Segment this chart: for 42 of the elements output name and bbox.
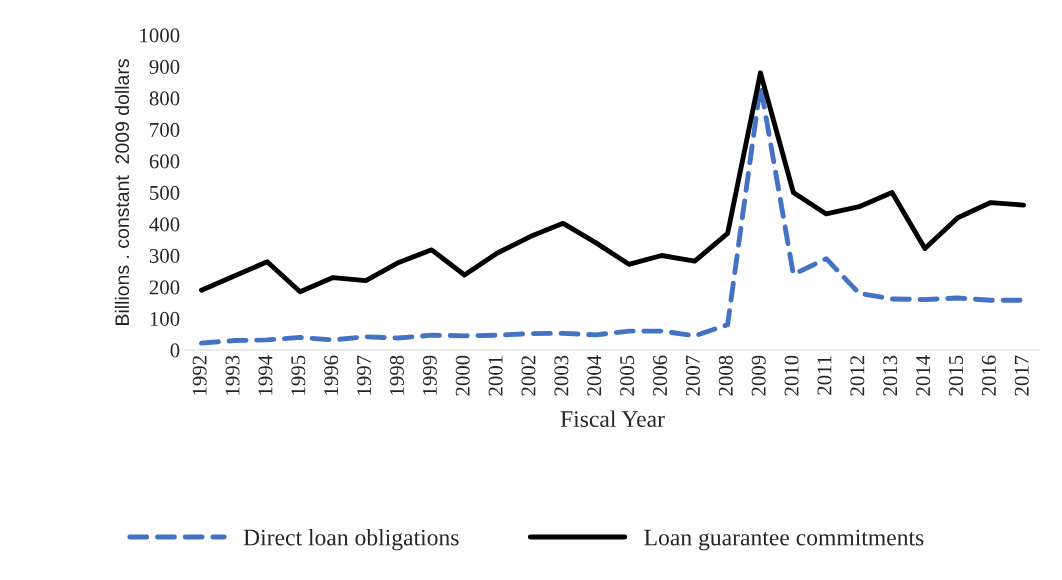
y-tick-label: 900 xyxy=(149,59,180,74)
x-tick-label: 1993 xyxy=(225,355,240,395)
x-tick-label: 2011 xyxy=(817,356,832,395)
x-tick-label: 2004 xyxy=(587,355,602,396)
x-tick-label: 2016 xyxy=(981,355,996,396)
x-tick-label: 1996 xyxy=(324,355,339,395)
x-tick-label: 1997 xyxy=(357,355,372,395)
x-tick-label: 2015 xyxy=(948,355,963,396)
x-tick-label: 2010 xyxy=(784,355,799,396)
x-tick-label: 1994 xyxy=(258,355,273,395)
x-tick-label: 2002 xyxy=(521,356,536,396)
y-tick-label: 500 xyxy=(150,185,180,200)
legend-label: Loan guarantee commitments xyxy=(644,529,924,551)
y-tick-label: 0 xyxy=(170,343,180,358)
y-tick-label: 600 xyxy=(149,154,180,169)
x-tick-label: 2014 xyxy=(916,355,931,396)
y-tick-label: 300 xyxy=(149,248,180,263)
x-axis-title: Fiscal Year xyxy=(560,410,665,428)
x-tick-label: 2000 xyxy=(455,355,470,396)
y-axis-title: Billions . constant 2009 dollars xyxy=(114,59,130,325)
x-tick-label: 1995 xyxy=(291,355,306,395)
y-tick-label: 700 xyxy=(150,122,180,137)
x-tick-label: 2001 xyxy=(488,356,503,396)
x-tick-label: 2003 xyxy=(554,355,569,396)
x-tick-label: 2009 xyxy=(751,355,766,396)
y-tick-label: 200 xyxy=(149,280,180,295)
x-tick-label: 2007 xyxy=(685,355,700,396)
x-tick-label: 1998 xyxy=(389,355,404,395)
y-tick-label: 800 xyxy=(149,91,180,106)
x-tick-label: 2012 xyxy=(850,356,865,396)
x-tick-label: 2005 xyxy=(620,355,635,396)
x-tick-label: 1999 xyxy=(422,355,437,395)
y-tick-label: 1000 xyxy=(140,28,180,43)
x-tick-label: 2008 xyxy=(718,355,733,396)
y-tick-label: 400 xyxy=(149,217,180,232)
x-tick-label: 2013 xyxy=(883,355,898,396)
y-tick-label: 100 xyxy=(150,311,180,326)
line-series xyxy=(199,70,1026,295)
x-tick-label: 2017 xyxy=(1014,355,1029,396)
x-tick-label: 2006 xyxy=(652,355,668,396)
x-tick-label: 1992 xyxy=(192,356,207,395)
legend-label: Direct loan obligations xyxy=(243,528,459,551)
